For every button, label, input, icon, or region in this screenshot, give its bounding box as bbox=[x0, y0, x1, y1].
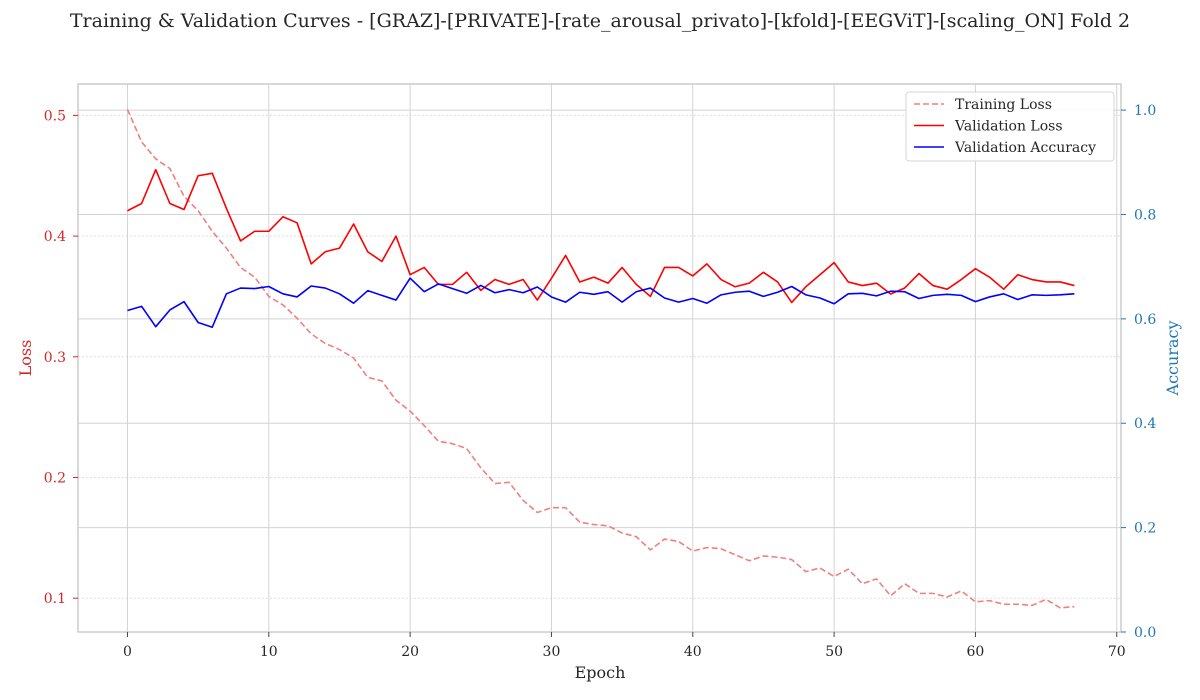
y-right-tick-label: 1.0 bbox=[1134, 103, 1156, 119]
grid-lines bbox=[78, 84, 1121, 632]
y-left-tick-label: 0.3 bbox=[44, 350, 66, 366]
chart-title: Training & Validation Curves - [GRAZ]-[P… bbox=[69, 10, 1131, 32]
y-right-tick-label: 0.2 bbox=[1134, 521, 1156, 537]
x-tick-label: 50 bbox=[825, 644, 843, 660]
legend-label-training-loss: Training Loss bbox=[955, 97, 1052, 113]
y-axis-left-label: Loss bbox=[16, 340, 35, 377]
y-axis-right-label: Accuracy bbox=[1163, 321, 1182, 397]
x-tick-label: 10 bbox=[260, 644, 278, 660]
x-tick-label: 60 bbox=[967, 644, 985, 660]
legend-label-validation-accuracy: Validation Accuracy bbox=[954, 140, 1096, 156]
legend-label-validation-loss: Validation Loss bbox=[954, 119, 1063, 135]
y-left-tick-label: 0.4 bbox=[44, 229, 66, 245]
x-axis-label: Epoch bbox=[575, 663, 626, 682]
y-left-tick-label: 0.1 bbox=[44, 591, 66, 607]
plot-series bbox=[126, 109, 1075, 609]
y-left-tick-label: 0.5 bbox=[44, 108, 66, 124]
validation-loss-line bbox=[127, 168, 1075, 304]
x-tick-label: 30 bbox=[543, 644, 561, 660]
x-tick-label: 70 bbox=[1108, 644, 1126, 660]
validation-accuracy-line bbox=[127, 277, 1075, 329]
y-right-tick-label: 0.4 bbox=[1134, 416, 1156, 432]
y-right-tick-label: 0.0 bbox=[1134, 625, 1156, 641]
y-left-tick-label: 0.2 bbox=[44, 470, 66, 486]
x-tick-label: 20 bbox=[401, 644, 419, 660]
training-loss-line bbox=[126, 109, 1075, 609]
axes-frame bbox=[77, 83, 1122, 633]
x-tick-label: 40 bbox=[684, 644, 702, 660]
axis-ticks: 0 10 20 30 40 50 60 70 0.1 0.2 0.3 0.4 0.5 0.0 0.2 0.4 0… bbox=[44, 103, 1157, 660]
y-right-tick-label: 0.8 bbox=[1134, 207, 1156, 223]
plot-frame bbox=[77, 83, 1122, 633]
legend: Training Loss Validation Loss Validation A… bbox=[905, 91, 1115, 162]
y-right-tick-label: 0.6 bbox=[1134, 312, 1156, 328]
legend-box bbox=[905, 91, 1115, 162]
x-tick-label: 0 bbox=[123, 644, 132, 660]
